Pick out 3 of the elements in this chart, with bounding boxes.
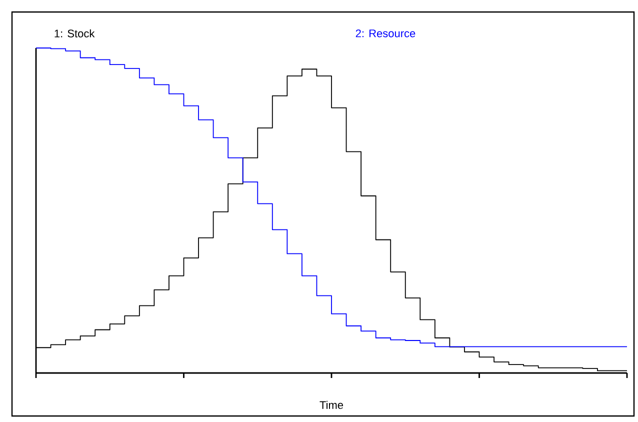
text: 2: Resource (356, 29, 416, 38)
text: 1: Stock (54, 29, 95, 38)
x-axis-title: Time (320, 400, 344, 409)
